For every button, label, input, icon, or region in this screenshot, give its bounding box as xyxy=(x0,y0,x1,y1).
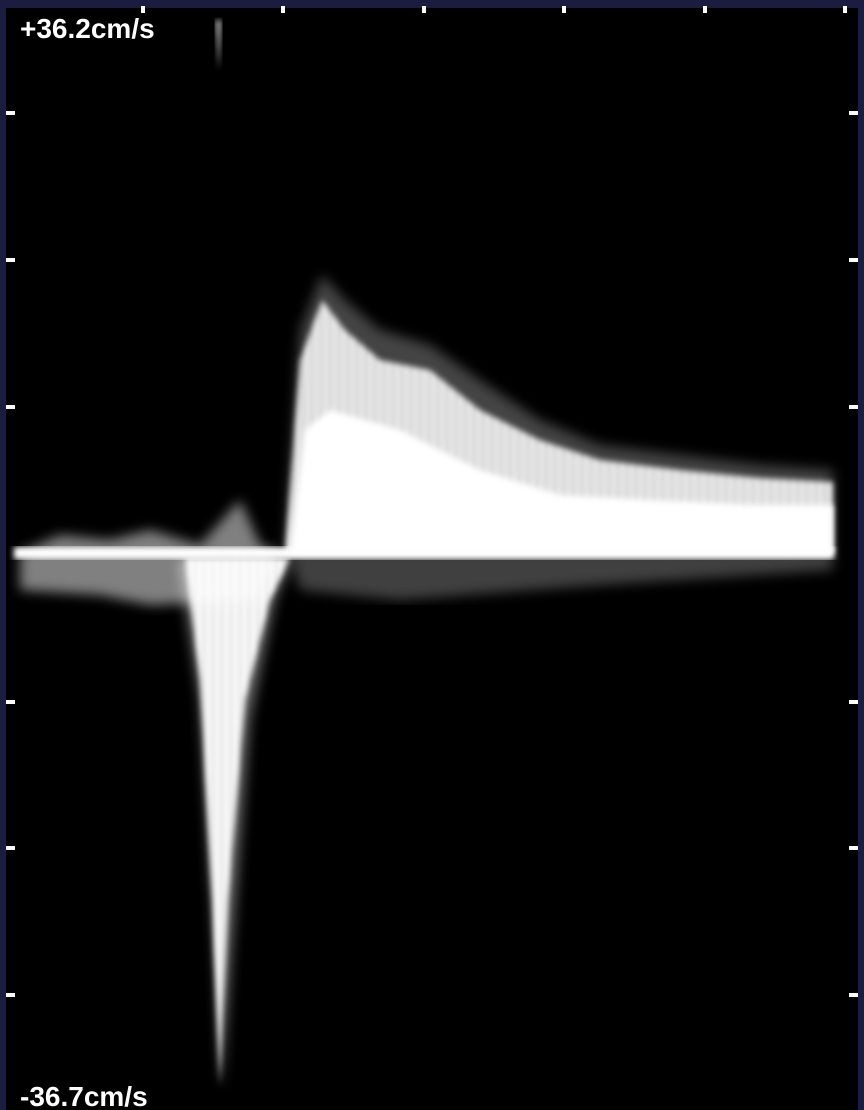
scale-ticks xyxy=(6,6,858,997)
spectrum xyxy=(14,20,834,1090)
right-border xyxy=(858,0,864,1110)
left-border xyxy=(0,0,6,1110)
top-scale-label: +36.2cm/s xyxy=(20,13,155,44)
baseline xyxy=(14,547,834,559)
top-border xyxy=(0,0,864,8)
bottom-scale-label: -36.7cm/s xyxy=(20,1081,148,1110)
